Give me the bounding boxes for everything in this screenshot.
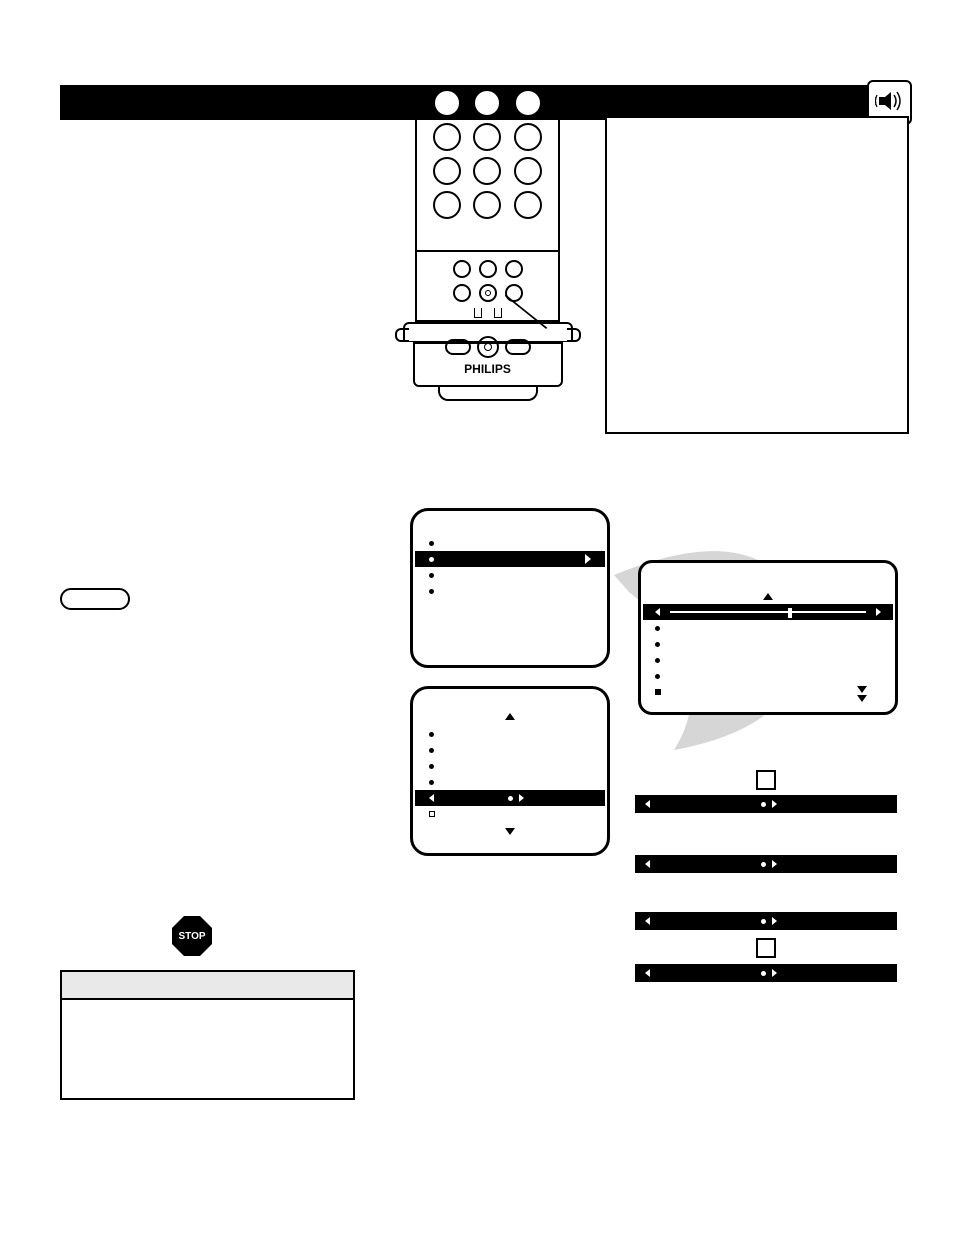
note-body — [60, 1000, 355, 1100]
note-box — [60, 970, 355, 1100]
osd-menu-3 — [638, 560, 898, 715]
osd3-slider-row — [643, 604, 893, 620]
brand-label: PHILIPS — [464, 362, 511, 376]
note-header — [60, 970, 355, 1000]
remote-control-illustration: PHILIPS — [400, 102, 575, 402]
callout-line — [505, 295, 555, 345]
osd-menu-1 — [410, 508, 610, 668]
osd2-selected-item — [415, 790, 605, 806]
instructions-column — [60, 480, 350, 931]
remote-keypad — [415, 102, 560, 252]
selector-bar-1 — [635, 795, 897, 813]
selector-bar-4 — [635, 964, 897, 982]
stop-text: STOP — [178, 931, 205, 942]
osd1-selected-item — [415, 551, 605, 567]
remote-brand-panel: PHILIPS — [413, 342, 563, 387]
selector-bar-2 — [635, 855, 897, 873]
selector-bar-3 — [635, 912, 897, 930]
info-panel — [605, 116, 909, 434]
selector-checkbox-1 — [756, 770, 776, 790]
selector-checkbox-2 — [756, 938, 776, 958]
osd-menu-2 — [410, 686, 610, 856]
stop-icon: STOP — [172, 916, 214, 958]
speaker-icon — [875, 86, 905, 119]
stop-icon-area: STOP — [172, 916, 214, 958]
step-badge — [60, 588, 130, 610]
